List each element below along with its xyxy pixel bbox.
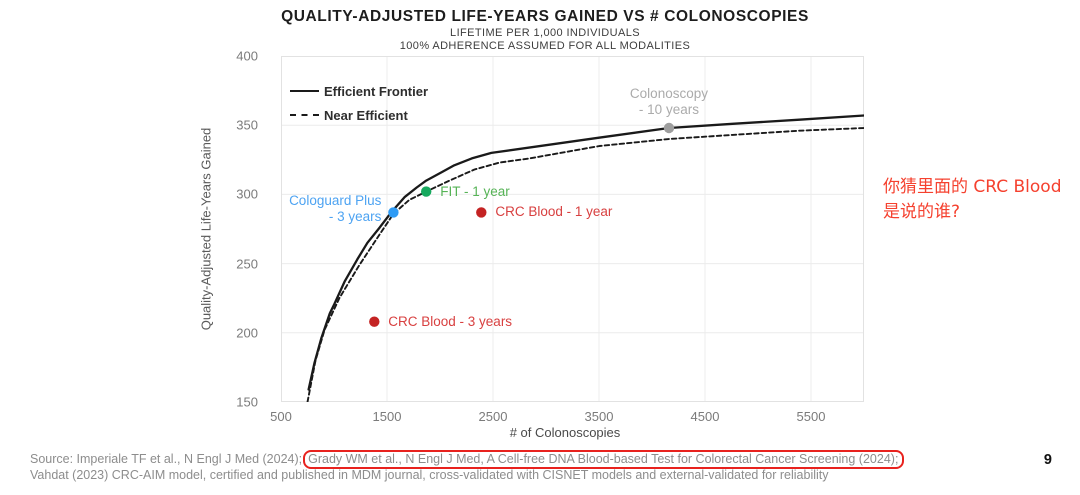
chart-title: QUALITY-ADJUSTED LIFE-YEARS GAINED VS # … xyxy=(281,8,809,25)
legend-label: Near Efficient xyxy=(324,107,408,123)
marker-label-colonoscopy-10-years: Colonoscopy - 10 years xyxy=(630,86,708,118)
y-tick-label: 350 xyxy=(236,117,258,133)
series-efficient-frontier xyxy=(307,114,864,391)
series-near-efficient xyxy=(306,127,864,402)
legend-item-efficient-frontier: Efficient Frontier xyxy=(290,79,428,103)
chart-subtitle-population: LIFETIME PER 1,000 INDIVIDUALS xyxy=(450,27,640,39)
marker-label-line: - 10 years xyxy=(638,101,699,117)
marker-label-line: - 3 years xyxy=(328,209,382,225)
y-axis-title: Quality-Adjusted Life-Years Gained xyxy=(198,127,214,331)
chart-subtitle-adherence: 100% ADHERENCE ASSUMED FOR ALL MODALITIE… xyxy=(399,40,691,52)
data-point-colonoscopy-10-years[interactable] xyxy=(663,122,675,134)
legend-item-near-efficient: Near Efficient xyxy=(290,103,428,127)
highlighted-citation: Grady WM et al., N Engl J Med, A Cell-fr… xyxy=(303,450,905,469)
marker-label-crc-blood-3-years: CRC Blood - 3 years xyxy=(388,314,512,330)
x-tick-label: 4500 xyxy=(690,409,720,424)
x-tick-label: 5500 xyxy=(796,409,826,424)
annotation-line-1: 你猜里面的 CRC Blood xyxy=(883,177,1062,197)
plot-canvas xyxy=(281,56,864,402)
marker-label-line: FIT - 1 year xyxy=(440,183,510,199)
legend-label: Efficient Frontier xyxy=(324,83,429,99)
source-citation: Source: Imperiale TF et al., N Engl J Me… xyxy=(30,450,1030,483)
y-tick-label: 150 xyxy=(236,394,258,410)
y-tick-label: 250 xyxy=(236,256,258,272)
page-number: 9 xyxy=(1043,452,1052,468)
plot-border xyxy=(281,56,864,402)
marker-label-crc-blood-1-year: CRC Blood - 1 year xyxy=(495,204,612,220)
marker-label-cologuard-plus-3-years: Cologuard Plus - 3 years xyxy=(289,193,381,225)
data-point-crc-blood-3-years[interactable] xyxy=(369,316,380,327)
marker-label-line: Colonoscopy xyxy=(629,85,708,101)
chart-legend: Efficient Frontier Near Efficient xyxy=(290,79,428,127)
data-point-fit-1-year[interactable] xyxy=(421,186,432,197)
data-point-crc-blood-1-year[interactable] xyxy=(476,207,487,218)
source-line-2: Vahdat (2023) CRC-AIM model, certified a… xyxy=(30,467,829,482)
marker-label-fit-1-year: FIT - 1 year xyxy=(440,184,510,200)
solid-line-swatch-icon xyxy=(290,90,319,92)
y-tick-label: 200 xyxy=(236,325,258,341)
x-tick-label: 1500 xyxy=(372,409,402,424)
dashed-line-swatch-icon xyxy=(290,114,319,116)
source-prefix: Source: Imperiale TF et al., N Engl J Me… xyxy=(30,452,303,466)
x-axis-title: # of Colonoscopies xyxy=(509,425,621,440)
y-tick-label: 300 xyxy=(236,186,258,202)
x-tick-label: 3500 xyxy=(584,409,614,424)
source-line-1: Source: Imperiale TF et al., N Engl J Me… xyxy=(30,450,1030,469)
annotation-line-2: 是说的谁? xyxy=(883,202,961,222)
x-tick-label: 2500 xyxy=(478,409,508,424)
annotation-question: 你猜里面的 CRC Blood 是说的谁? xyxy=(883,175,1062,225)
marker-label-line: CRC Blood - 3 years xyxy=(388,313,513,329)
marker-label-line: Cologuard Plus xyxy=(289,193,382,209)
x-tick-label: 500 xyxy=(270,409,292,424)
data-point-cologuard-plus-3-years[interactable] xyxy=(388,207,399,218)
y-tick-label: 400 xyxy=(236,48,258,64)
marker-label-line: CRC Blood - 1 year xyxy=(495,204,613,220)
